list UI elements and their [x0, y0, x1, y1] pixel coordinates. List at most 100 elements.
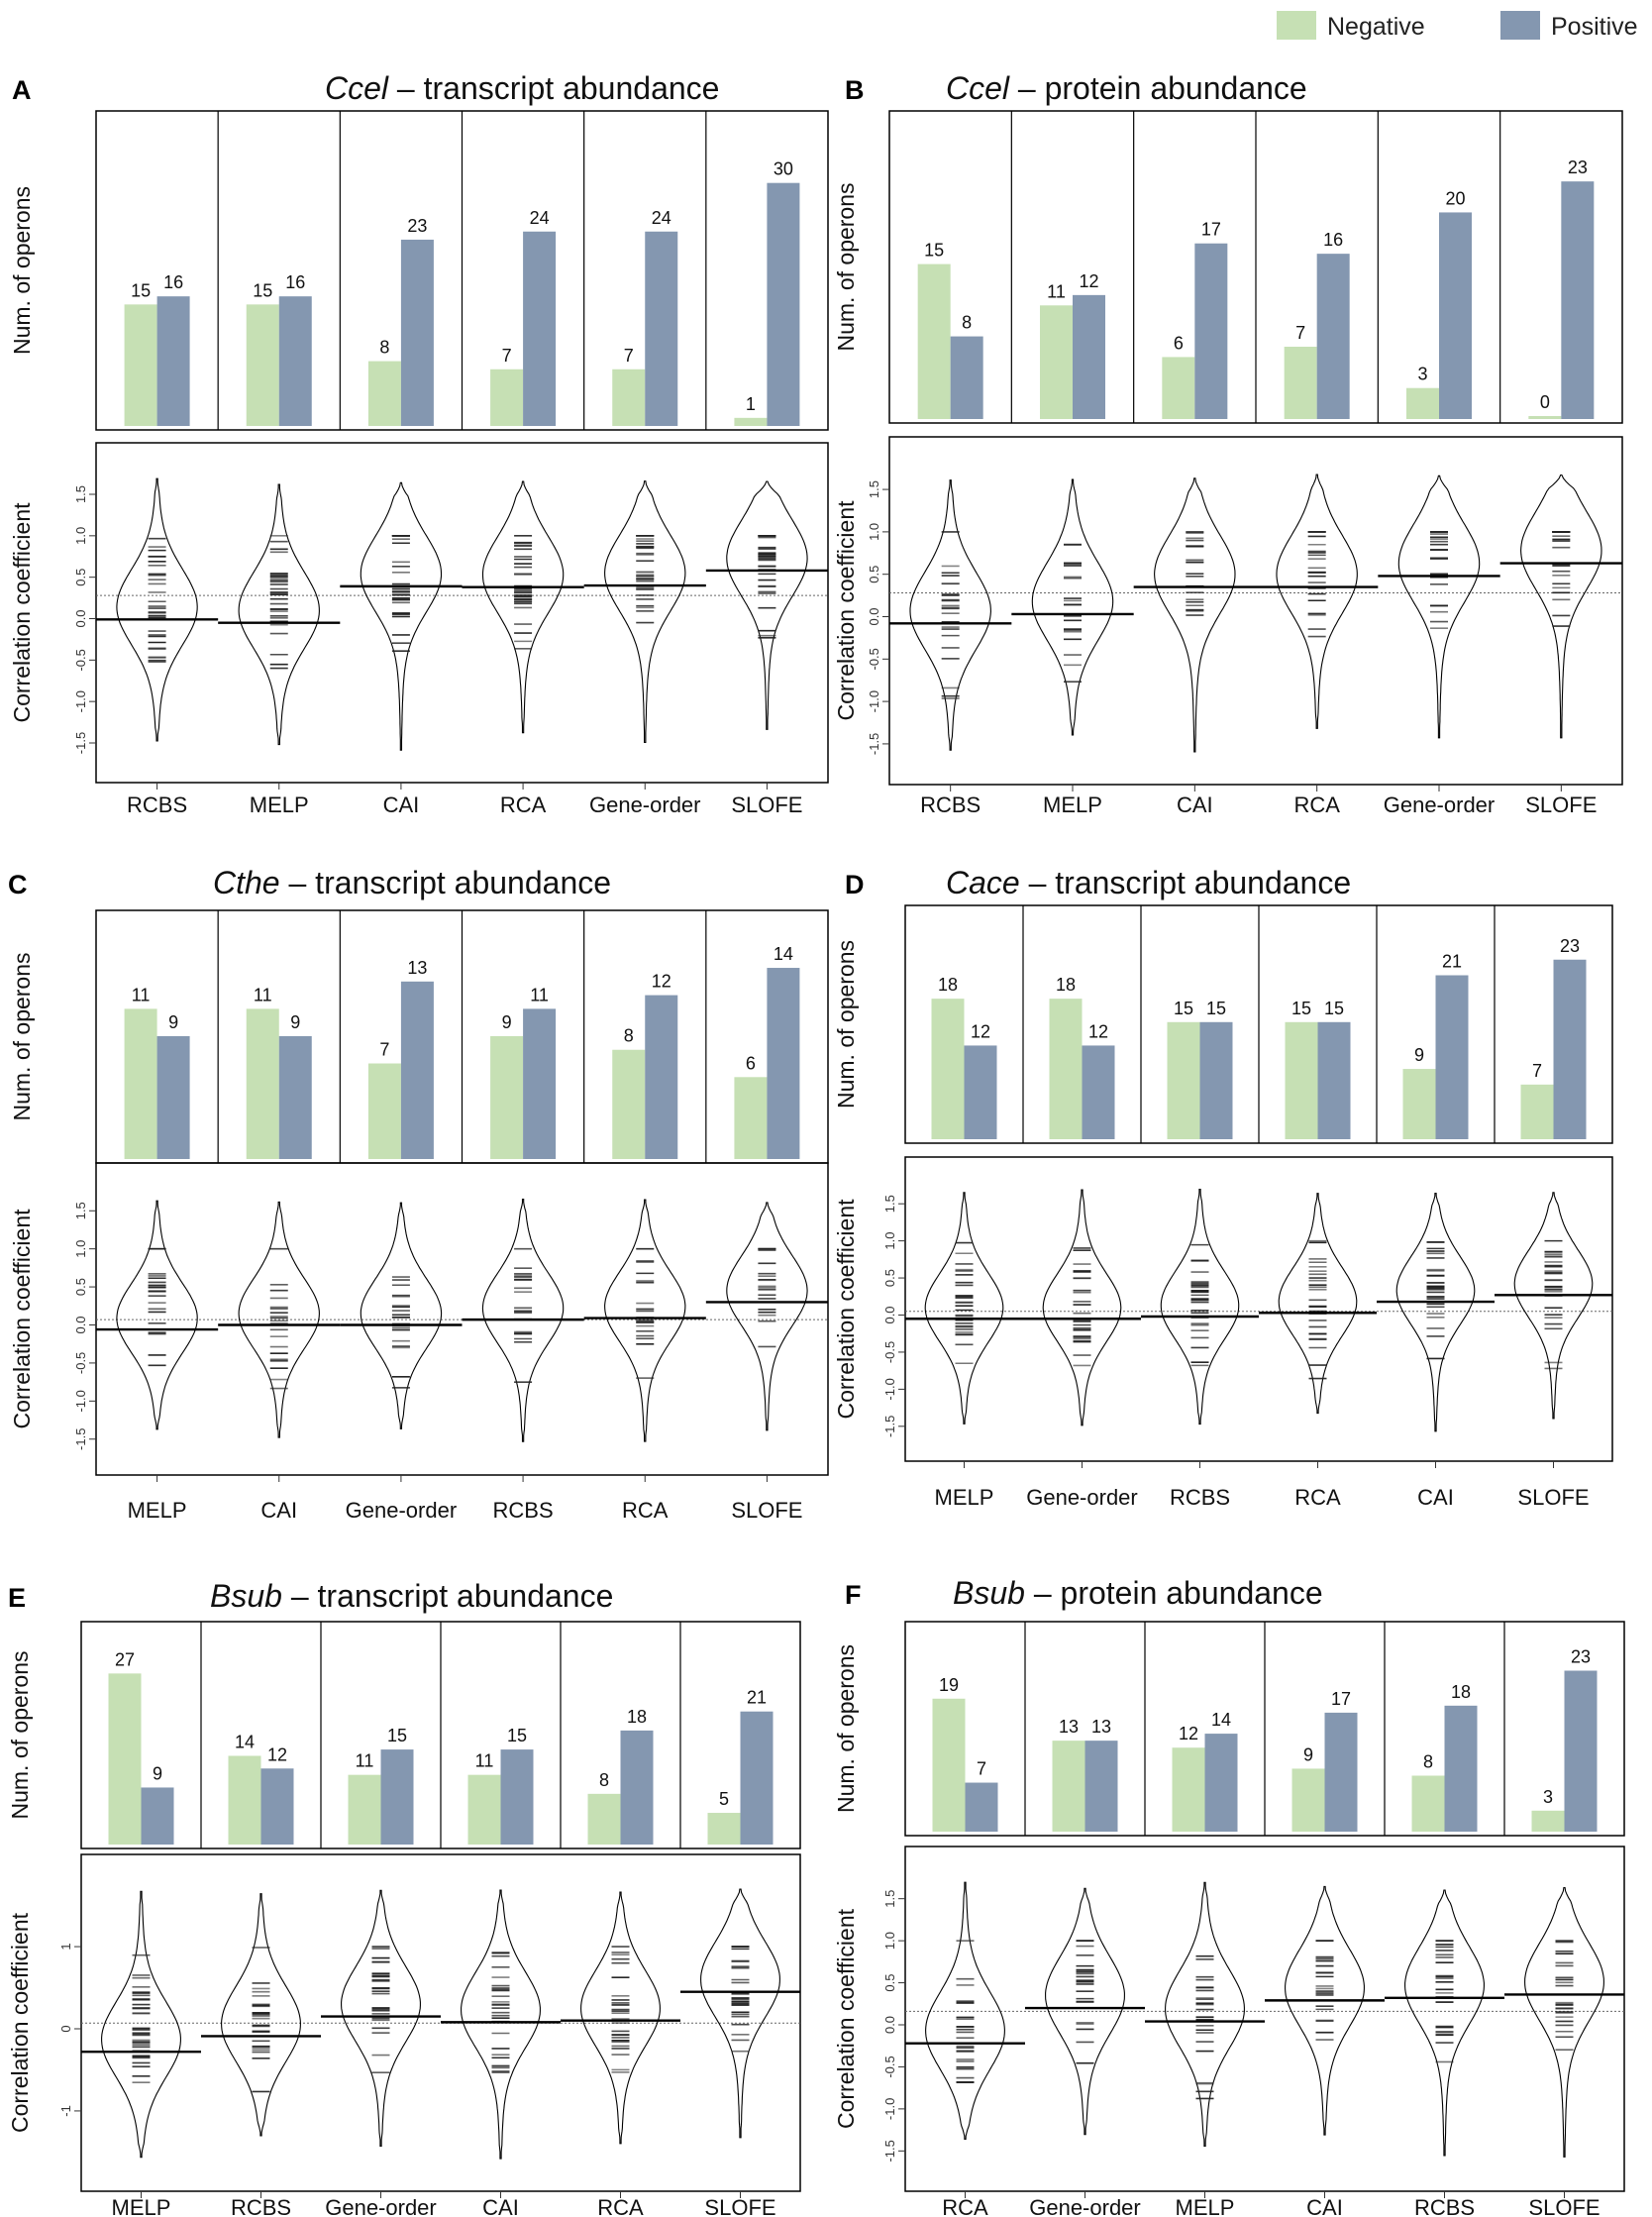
violin-cai: [1154, 477, 1236, 753]
y-tick-label: -1.0: [882, 1378, 897, 1400]
bar-negative: [612, 369, 646, 426]
violin-rca: [481, 480, 565, 734]
bar-positive: [156, 296, 190, 426]
panel-c: C Cthe – transcript abundance Num. of oper…: [8, 865, 829, 1523]
bar-negative: [467, 1774, 501, 1845]
y-tick-label: -1.5: [882, 1416, 897, 1437]
bar-negative: [932, 1698, 966, 1832]
violin-cai: [1285, 1885, 1365, 2136]
bar-value-label-negative: 9: [502, 1012, 512, 1032]
bar-value-label-positive: 18: [627, 1707, 647, 1727]
bar-value-label-negative: 15: [1174, 999, 1193, 1018]
bar-value-label-positive: 14: [774, 944, 793, 964]
x-category-label: MELP: [935, 1485, 994, 1510]
bar-negative: [1291, 1768, 1325, 1832]
bar-value-label-positive: 16: [285, 272, 305, 292]
bar-positive: [1564, 1670, 1598, 1832]
bar-value-label-negative: 8: [599, 1770, 609, 1790]
violin-slofe: [726, 1202, 808, 1431]
bar-positive: [1435, 975, 1469, 1139]
violin-rcbs: [1160, 1189, 1240, 1425]
bar-value-label-negative: 3: [1543, 1787, 1553, 1807]
bar-positive: [523, 1008, 557, 1159]
x-category-label: MELP: [1176, 2195, 1235, 2217]
bar-positive: [1324, 1712, 1358, 1832]
x-category-label: SLOFE: [731, 1498, 802, 1523]
bar-value-label-positive: 12: [267, 1744, 287, 1764]
x-category-label: CAI: [1417, 1485, 1454, 1510]
panel-letter: D: [845, 870, 865, 899]
violin-cai: [238, 1201, 320, 1438]
violin-rca: [580, 1891, 661, 2145]
y-tick-label: -0.5: [867, 648, 881, 670]
violin-slofe: [1520, 474, 1602, 739]
bar-y-axis-label: Num. of operons: [9, 952, 35, 1120]
y-tick-label: -1.5: [73, 1428, 88, 1450]
bar-negative: [1406, 387, 1439, 419]
bar-value-label-positive: 12: [971, 1021, 990, 1041]
bar-positive: [767, 182, 800, 426]
y-tick-label: -1.5: [867, 733, 881, 755]
x-category-label: RCA: [500, 792, 547, 817]
title-rest: – transcript abundance: [280, 865, 611, 900]
bar-value-label-positive: 23: [1571, 1647, 1591, 1667]
bar-value-label-positive: 15: [1324, 999, 1344, 1018]
title-organism: Bsub: [953, 1575, 1025, 1611]
violin-slofe: [1524, 1886, 1604, 2158]
bar-value-label-positive: 15: [1206, 999, 1226, 1018]
bar-positive: [278, 296, 312, 426]
x-category-label: SLOFE: [1528, 2195, 1600, 2217]
x-category-label: Gene-order: [589, 792, 701, 817]
bar-negative: [124, 304, 157, 426]
bar-value-label-positive: 15: [387, 1726, 407, 1745]
x-category-label: MELP: [250, 792, 309, 817]
bar-negative: [707, 1813, 741, 1845]
x-category-label: RCBS: [231, 2195, 291, 2217]
y-tick-label: 0.5: [882, 1974, 897, 1992]
violin-rca: [604, 1199, 686, 1442]
legend: Negative Positive: [1277, 11, 1638, 41]
bar-negative: [367, 1063, 401, 1159]
bar-positive: [620, 1730, 654, 1845]
violin-melp: [1165, 1881, 1245, 2147]
bar-value-label-negative: 1: [746, 394, 756, 414]
x-category-label: RCBS: [1414, 2195, 1475, 2217]
bar-negative: [1162, 357, 1195, 419]
bar-value-label-negative: 0: [1540, 392, 1550, 412]
bar-negative: [228, 1755, 261, 1845]
bar-value-label-negative: 9: [1414, 1045, 1424, 1065]
y-tick-label: -1.0: [73, 690, 88, 712]
bar-value-label-positive: 18: [1451, 1682, 1471, 1702]
bar-value-label-negative: 15: [131, 280, 151, 300]
violin-cai: [360, 481, 443, 751]
violin-slofe: [726, 480, 808, 730]
violin-plot-frame: [888, 436, 1623, 786]
bar-value-label-negative: 13: [1059, 1717, 1079, 1737]
bar-positive: [141, 1787, 174, 1845]
panel-title: Bsub – transcript abundance: [210, 1578, 613, 1614]
bar-value-label-negative: 19: [939, 1675, 959, 1695]
bar-value-label-positive: 13: [407, 958, 427, 978]
violin-gene-order: [1397, 475, 1481, 739]
bar-negative: [1531, 1810, 1565, 1832]
title-organism: Ccel: [325, 70, 389, 106]
bar-value-label-positive: 17: [1201, 220, 1221, 240]
bar-value-label-positive: 8: [962, 313, 972, 333]
y-tick-label: 1.0: [73, 1240, 88, 1258]
bar-positive: [1082, 1045, 1115, 1139]
x-category-label: RCBS: [1170, 1485, 1230, 1510]
title-rest: – transcript abundance: [282, 1578, 613, 1614]
bar-y-axis-label: Num. of operons: [7, 1650, 33, 1819]
bar-value-label-positive: 24: [652, 208, 671, 228]
violin-melp: [101, 1890, 181, 2159]
violin-rca: [1276, 474, 1358, 729]
violin-y-axis-label: Correlation coefficient: [9, 1209, 35, 1429]
bar-negative: [490, 369, 524, 426]
y-tick-label: 1: [58, 1943, 73, 1950]
bar-value-label-negative: 18: [938, 975, 958, 995]
bar-positive: [1553, 959, 1587, 1139]
x-category-label: RCBS: [493, 1498, 554, 1523]
bar-value-label-negative: 14: [235, 1732, 255, 1751]
bar-value-label-positive: 13: [1091, 1717, 1111, 1737]
panel-e: E Bsub – transcript abundance Num. of oper…: [7, 1578, 801, 2217]
